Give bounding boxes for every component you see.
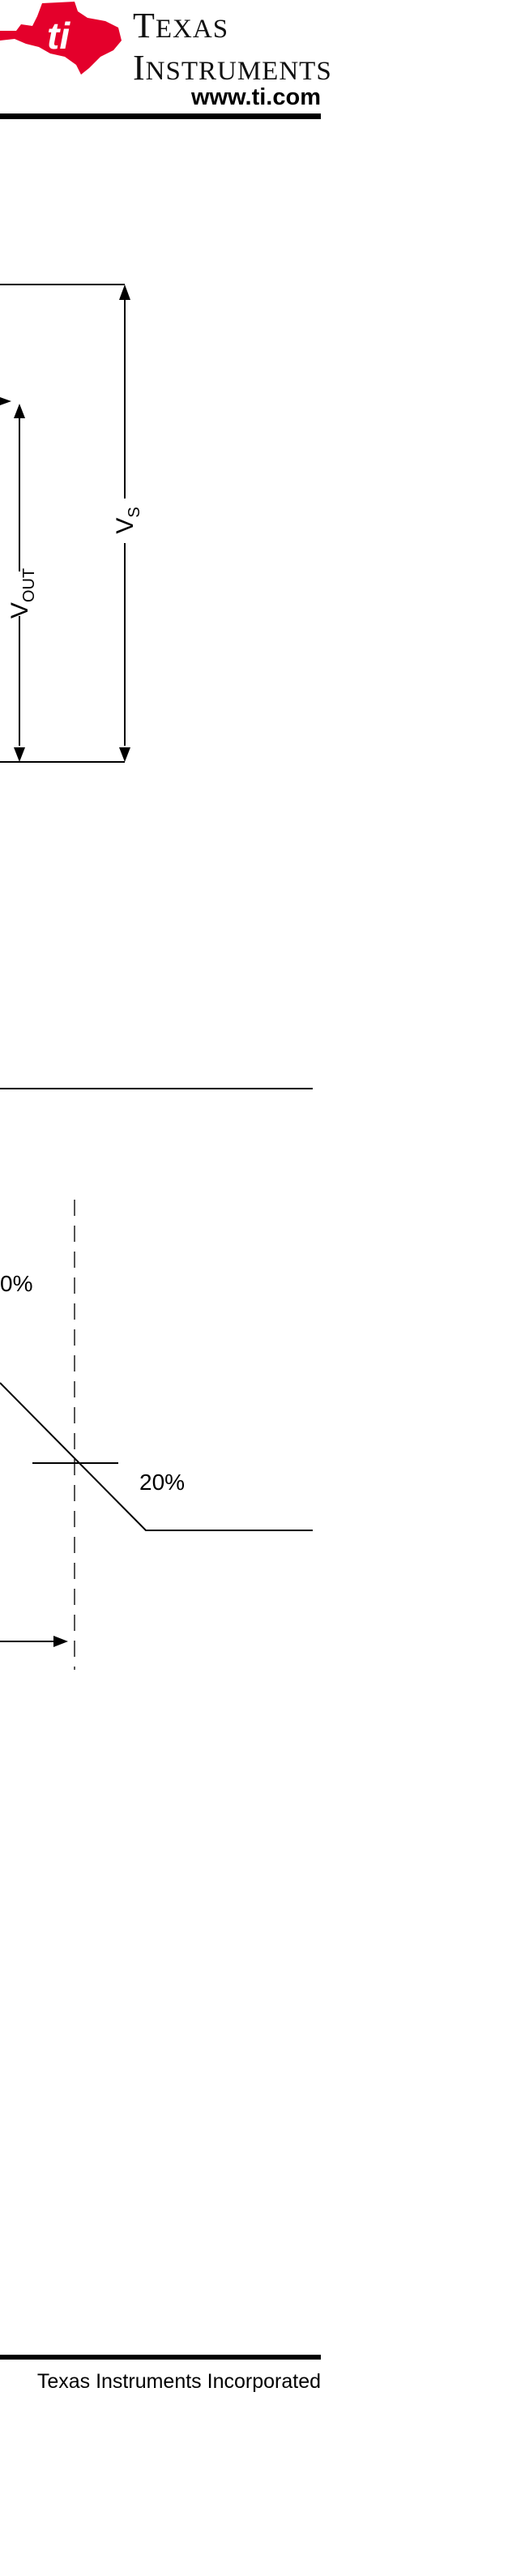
falling-waveform bbox=[0, 1382, 313, 1531]
website-link[interactable]: www.ti.com bbox=[190, 84, 321, 110]
percent-label-20: 20% bbox=[139, 1470, 185, 1495]
brand-line-instruments: INSTRUMENTS bbox=[133, 48, 332, 88]
brand-line-texas: TEXAS bbox=[133, 6, 229, 45]
copyright-text: Texas Instruments Incorporated bbox=[36, 2370, 321, 2393]
ti-logo-icon: ti bbox=[0, 2, 122, 75]
page-header: ti TEXAS INSTRUMENTS www.ti.com bbox=[0, 0, 508, 130]
svg-text:ti: ti bbox=[47, 15, 70, 57]
figure-timing-diagram: 0% 20% bbox=[0, 1200, 313, 1670]
arrow-right-icon bbox=[53, 1636, 68, 1647]
arrow-right-icon bbox=[0, 397, 11, 405]
arrow-up-icon bbox=[14, 404, 25, 418]
arrow-up-icon bbox=[119, 285, 130, 300]
brand-wordmark: TEXAS INSTRUMENTS bbox=[133, 8, 332, 86]
figure-voltage-diagram: VOUT VS bbox=[0, 284, 143, 763]
header-rule bbox=[0, 113, 321, 119]
percent-label-top: 0% bbox=[0, 1271, 32, 1296]
vs-label: VS bbox=[112, 507, 143, 533]
arrow-down-icon bbox=[14, 747, 25, 762]
footer-rule bbox=[0, 2355, 321, 2360]
arrow-down-icon bbox=[119, 747, 130, 762]
vout-label: VOUT bbox=[6, 568, 38, 618]
